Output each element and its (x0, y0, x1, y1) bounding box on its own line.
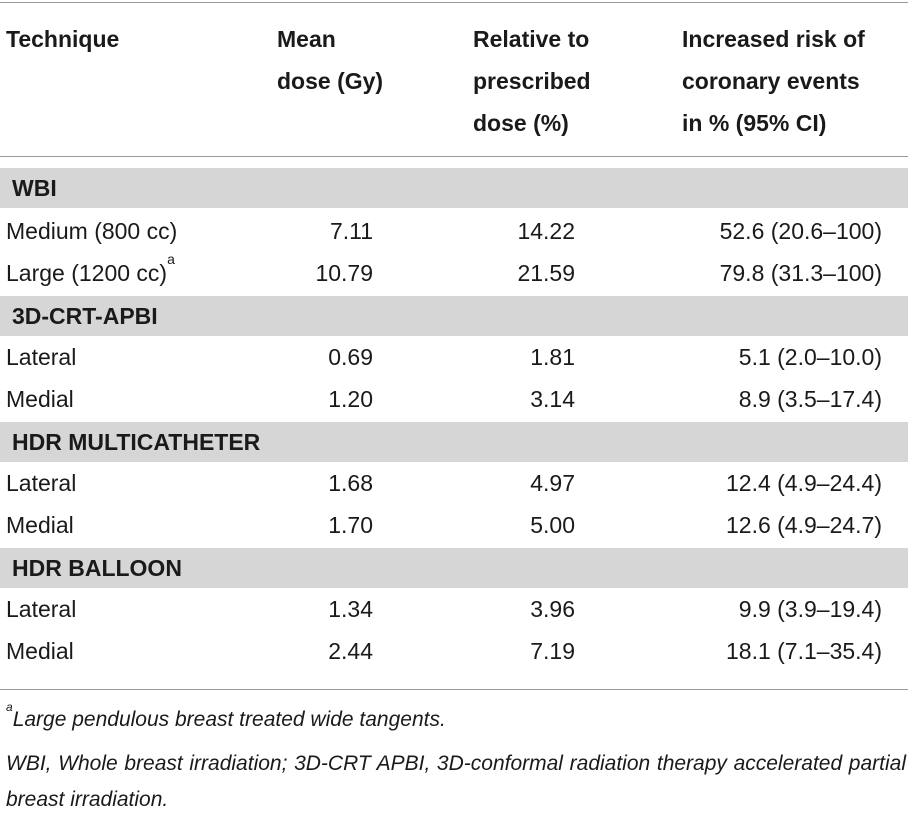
header-technique: Technique (6, 26, 120, 52)
cell-relative-dose: 4.97 (530, 470, 575, 496)
cell-mean-dose: 1.34 (328, 596, 373, 622)
cell-risk: 52.6 (20.6–100) (719, 218, 882, 244)
header-mean-dose: Mean dose (Gy) (277, 26, 384, 94)
cell-technique: Medial (6, 512, 74, 538)
cell-mean-dose: 7.11 (329, 218, 373, 244)
footnote-a-text: Large pendulous breast treated wide tang… (12, 708, 446, 731)
cell-technique: Lateral (6, 596, 77, 622)
cell-mean-dose: 2.44 (328, 638, 373, 664)
cell-relative-dose: 21.59 (517, 260, 575, 286)
section-header-hdr-balloon: HDR BALLOON (0, 548, 908, 588)
cell-mean-dose: 1.70 (328, 512, 373, 538)
cell-risk: 9.9 (3.9–19.4) (738, 596, 882, 622)
section-title: HDR BALLOON (12, 555, 182, 581)
cell-technique: Medium (800 cc) (6, 218, 178, 244)
cell-technique: Lateral (6, 470, 77, 496)
cell-relative-dose: 14.22 (517, 218, 575, 244)
cell-risk: 5.1 (2.0–10.0) (738, 344, 882, 370)
top-rule (0, 2, 908, 3)
table-row: Lateral 1.34 3.96 9.9 (3.9–19.4) (0, 588, 908, 630)
cell-relative-dose: 7.19 (530, 638, 575, 664)
section-header-wbi: WBI (0, 168, 908, 208)
table-row: Medial 2.44 7.19 18.1 (7.1–35.4) (0, 630, 908, 672)
cell-risk: 12.6 (4.9–24.7) (725, 512, 882, 538)
cell-risk: 12.4 (4.9–24.4) (725, 470, 882, 496)
section-title: HDR MULTICATHETER (12, 429, 261, 455)
cell-relative-dose: 3.96 (530, 596, 575, 622)
section-header-hdr-multicatheter: HDR MULTICATHETER (0, 422, 908, 462)
section-header-3d-crt-apbi: 3D-CRT-APBI (0, 296, 908, 336)
cell-technique: Medial (6, 386, 74, 412)
cell-mean-dose: 0.69 (328, 344, 373, 370)
footnote-a-marker: a (6, 700, 13, 714)
cell-technique: Medial (6, 638, 74, 664)
cell-technique: Large (1200 cc)a (6, 252, 175, 294)
cell-mean-dose: 1.68 (328, 470, 373, 496)
table-row: Lateral 1.68 4.97 12.4 (4.9–24.4) (0, 462, 908, 504)
cell-relative-dose: 5.00 (530, 512, 575, 538)
table-row: Large (1200 cc)a 10.79 21.59 79.8 (31.3–… (0, 252, 908, 294)
cell-mean-dose: 1.20 (328, 386, 373, 412)
bottom-rule (0, 689, 908, 690)
footnote-abbreviations: WBI, Whole breast irradiation; 3D-CRT AP… (6, 752, 906, 811)
footnote-a: aLarge pendulous breast treated wide tan… (6, 700, 446, 738)
cell-relative-dose: 1.81 (530, 344, 575, 370)
section-title: 3D-CRT-APBI (12, 303, 158, 329)
cell-risk: 18.1 (7.1–35.4) (725, 638, 882, 664)
cell-risk: 79.8 (31.3–100) (719, 260, 882, 286)
cell-risk: 8.9 (3.5–17.4) (738, 386, 882, 412)
table-row: Medial 1.20 3.14 8.9 (3.5–17.4) (0, 378, 908, 420)
technique-text: Large (1200 cc) (6, 260, 168, 286)
header-risk: Increased risk of coronary events in % (… (682, 26, 865, 136)
footnote-marker: a (167, 251, 175, 268)
section-title: WBI (12, 175, 57, 201)
header-relative-dose: Relative to prescribed dose (%) (473, 26, 591, 136)
table-row: Medial 1.70 5.00 12.6 (4.9–24.7) (0, 504, 908, 546)
table-row: Medium (800 cc) 7.11 14.22 52.6 (20.6–10… (0, 210, 908, 252)
table-row: Lateral 0.69 1.81 5.1 (2.0–10.0) (0, 336, 908, 378)
cell-relative-dose: 3.14 (530, 386, 575, 412)
header-rule (0, 156, 908, 157)
cell-mean-dose: 10.79 (315, 260, 373, 286)
cell-technique: Lateral (6, 344, 77, 370)
